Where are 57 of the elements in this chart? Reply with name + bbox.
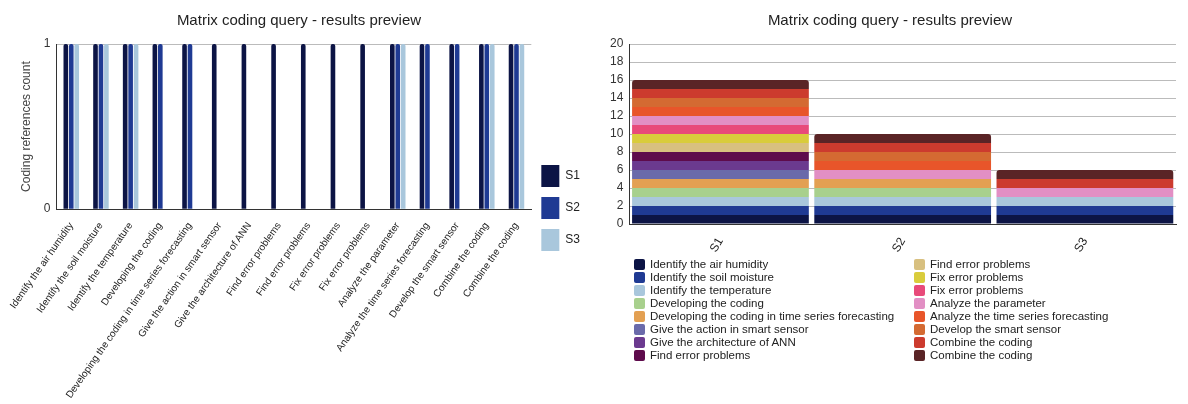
- bar: [996, 170, 1174, 180]
- bar: [814, 197, 992, 207]
- y-tick-label: 10: [609, 126, 624, 141]
- y-tick-label: 2: [616, 198, 624, 213]
- x-tick-label: S1: [706, 234, 727, 255]
- bar: [814, 215, 992, 224]
- legend-label: Find error problems: [650, 349, 751, 361]
- bar: [996, 206, 1174, 216]
- bar: [814, 134, 992, 144]
- y-tick-label: 6: [616, 162, 624, 177]
- bar: [632, 188, 809, 198]
- bar: [814, 188, 992, 198]
- bar: [632, 179, 809, 189]
- bar: [632, 80, 809, 90]
- chart-title: Matrix coding query - results preview: [767, 11, 1013, 29]
- legend-label: S2: [565, 200, 581, 215]
- bar: [632, 152, 809, 162]
- y-tick-label: 0: [616, 216, 624, 231]
- bar: [632, 125, 809, 135]
- y-tick-label: 12: [609, 108, 624, 123]
- legend-label: Combine the coding: [930, 349, 1033, 361]
- y-tick-label: 4: [616, 180, 624, 195]
- bar: [814, 170, 992, 180]
- bar: [814, 143, 992, 153]
- bar: [814, 179, 992, 189]
- x-tick-label: S2: [888, 234, 909, 255]
- bar: [632, 197, 809, 207]
- bar: [632, 170, 809, 180]
- bar: [996, 179, 1174, 189]
- y-tick-label: 0: [43, 201, 51, 216]
- y-tick-label: 14: [609, 90, 624, 105]
- bar: [632, 98, 809, 108]
- legend-label: Combine the coding: [930, 336, 1033, 348]
- y-tick-label: 18: [609, 54, 624, 69]
- bar: [632, 143, 809, 153]
- bar: [632, 134, 809, 144]
- chart-title: Matrix coding query - results preview: [176, 11, 422, 29]
- bar: [632, 215, 809, 224]
- bar: [632, 161, 809, 171]
- legend-label: S1: [565, 168, 581, 183]
- y-tick-label: 8: [616, 144, 624, 159]
- x-tick-label: S3: [1070, 234, 1091, 255]
- y-tick-label: 20: [609, 36, 624, 51]
- bar: [996, 215, 1174, 224]
- bar: [632, 116, 809, 126]
- bar: [814, 161, 992, 171]
- bar: [632, 206, 809, 216]
- y-tick-label: 16: [609, 72, 624, 87]
- bar: [632, 89, 809, 99]
- bar: [996, 188, 1174, 198]
- bar: [814, 206, 992, 216]
- y-tick-label: 1: [43, 36, 51, 51]
- y-axis-title: Coding references count: [18, 60, 33, 192]
- bar: [632, 107, 809, 117]
- bar: [814, 152, 992, 162]
- bar: [996, 197, 1174, 207]
- legend-label: Give the architecture of ANN: [650, 336, 796, 348]
